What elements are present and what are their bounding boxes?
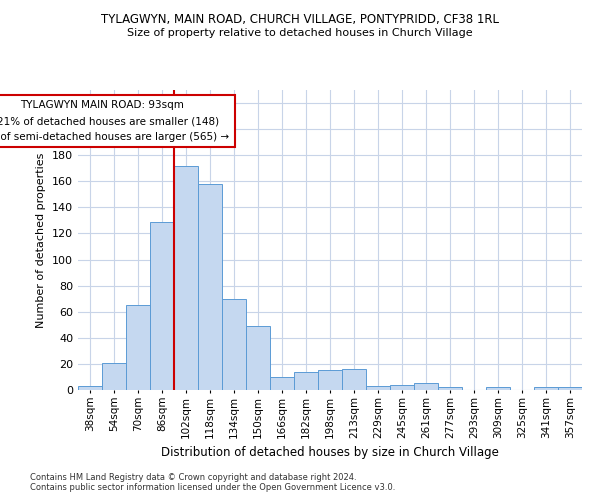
Text: Contains public sector information licensed under the Open Government Licence v3: Contains public sector information licen… bbox=[30, 484, 395, 492]
Y-axis label: Number of detached properties: Number of detached properties bbox=[37, 152, 46, 328]
Bar bbox=[174, 166, 198, 390]
Bar bbox=[438, 388, 462, 390]
Bar bbox=[222, 298, 246, 390]
Bar bbox=[246, 326, 270, 390]
Text: TYLAGWYN MAIN ROAD: 93sqm
← 21% of detached houses are smaller (148)
79% of semi: TYLAGWYN MAIN ROAD: 93sqm ← 21% of detac… bbox=[0, 100, 230, 141]
Bar bbox=[342, 369, 366, 390]
Bar bbox=[390, 385, 414, 390]
Bar bbox=[294, 372, 318, 390]
Bar bbox=[558, 388, 582, 390]
Bar bbox=[126, 305, 150, 390]
Bar bbox=[486, 388, 510, 390]
Bar bbox=[198, 184, 222, 390]
Bar bbox=[78, 386, 102, 390]
Bar bbox=[366, 386, 390, 390]
Bar bbox=[414, 384, 438, 390]
Text: Size of property relative to detached houses in Church Village: Size of property relative to detached ho… bbox=[127, 28, 473, 38]
Text: TYLAGWYN, MAIN ROAD, CHURCH VILLAGE, PONTYPRIDD, CF38 1RL: TYLAGWYN, MAIN ROAD, CHURCH VILLAGE, PON… bbox=[101, 12, 499, 26]
Bar bbox=[270, 377, 294, 390]
Bar bbox=[534, 388, 558, 390]
Bar bbox=[102, 362, 126, 390]
X-axis label: Distribution of detached houses by size in Church Village: Distribution of detached houses by size … bbox=[161, 446, 499, 459]
Bar bbox=[318, 370, 342, 390]
Text: Contains HM Land Registry data © Crown copyright and database right 2024.: Contains HM Land Registry data © Crown c… bbox=[30, 474, 356, 482]
Bar bbox=[150, 222, 174, 390]
